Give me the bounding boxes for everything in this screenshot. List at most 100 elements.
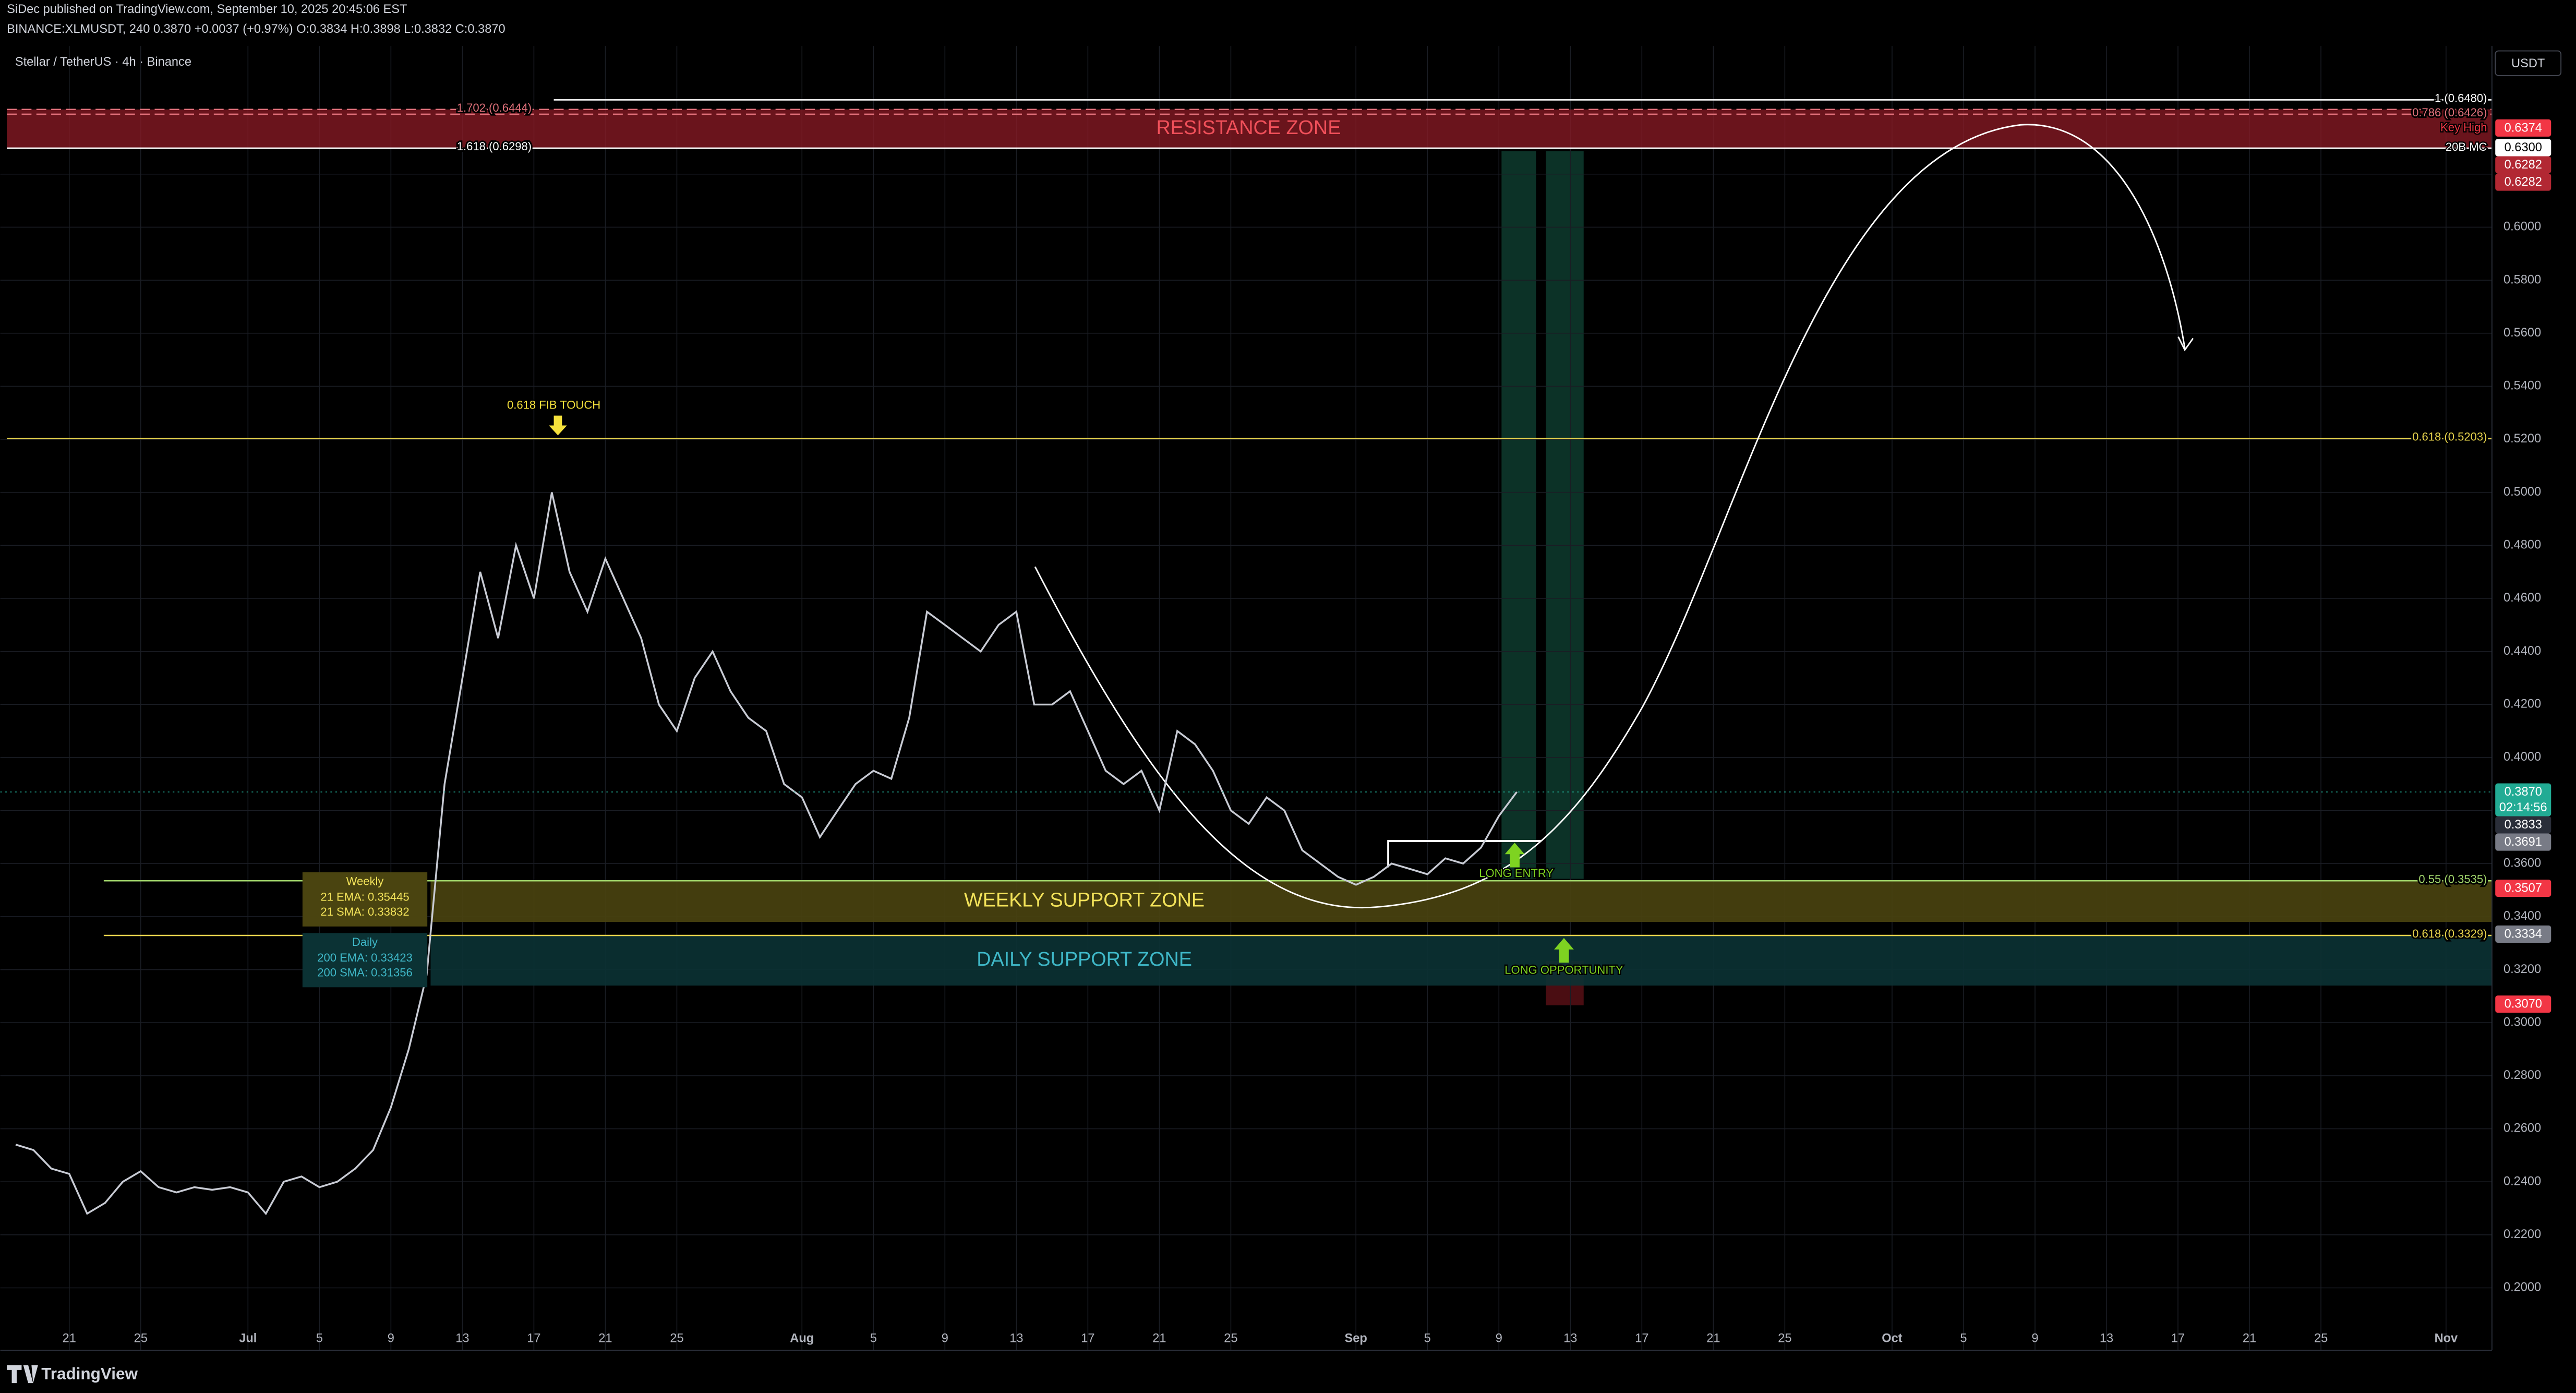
price-tag bbox=[2495, 879, 2551, 897]
legend: Stellar / TetherUS · 4h · Binance bbox=[15, 55, 191, 69]
indicator-box bbox=[302, 872, 428, 927]
price-line bbox=[15, 492, 1518, 1216]
x-tick-label: 17 bbox=[1635, 1331, 1648, 1345]
currency[interactable]: USDT bbox=[2511, 57, 2545, 70]
annotation: 20B MC bbox=[2446, 140, 2487, 153]
y-tick-label: 0.4200 bbox=[2503, 698, 2541, 711]
x-tick-label: 5 bbox=[870, 1331, 877, 1345]
fib-label: 0.786 (0.6426) bbox=[2412, 106, 2487, 119]
price-tag-label: 0.3507 bbox=[2505, 882, 2542, 895]
zone bbox=[430, 881, 2492, 922]
x-tick-label: Aug bbox=[790, 1331, 814, 1345]
x-tick-label: 5 bbox=[1960, 1331, 1967, 1345]
highlight-band bbox=[1546, 151, 1584, 879]
price-tag bbox=[2495, 925, 2551, 943]
y-tick-label: 0.2400 bbox=[2503, 1174, 2541, 1188]
x-tick-label: 9 bbox=[1496, 1331, 1502, 1345]
price-tag bbox=[2495, 816, 2551, 834]
price-tag-label: 0.6300 bbox=[2505, 141, 2542, 154]
y-tick-label: 0.4000 bbox=[2503, 750, 2541, 764]
price-tag-label: 0.6282 bbox=[2505, 158, 2542, 172]
y-tick-label: 0.5600 bbox=[2503, 326, 2541, 340]
y-tick-label: 0.4800 bbox=[2503, 538, 2541, 552]
indicator-value: 200 SMA: 0.31356 bbox=[317, 966, 413, 979]
annotation: Key High bbox=[2440, 121, 2487, 134]
fib-label: 1 (0.6480) bbox=[2435, 92, 2487, 105]
plot-area bbox=[0, 46, 2492, 1351]
x-tick-label: 25 bbox=[1224, 1331, 1237, 1345]
y-tick-label: 0.4600 bbox=[2503, 591, 2541, 605]
price-tag bbox=[2495, 833, 2551, 851]
currency-button[interactable] bbox=[2495, 50, 2562, 76]
price-tag bbox=[2495, 995, 2551, 1013]
y-tick-label: 0.6000 bbox=[2503, 220, 2541, 234]
y-tick-label: 0.3600 bbox=[2503, 856, 2541, 870]
x-tick-label: 17 bbox=[527, 1331, 540, 1345]
x-tick-label: Oct bbox=[1882, 1331, 1902, 1345]
indicator-box bbox=[302, 933, 428, 988]
x-tick-label: 25 bbox=[134, 1331, 148, 1345]
projection-arrow bbox=[2177, 336, 2194, 352]
x-tick-label: Nov bbox=[2435, 1331, 2458, 1345]
x-tick-label: 21 bbox=[1706, 1331, 1720, 1345]
x-tick-label: 13 bbox=[2100, 1331, 2113, 1345]
x-tick-label: 21 bbox=[598, 1331, 612, 1345]
y-tick-label: 0.2200 bbox=[2503, 1228, 2541, 1241]
indicator-title: Daily bbox=[352, 935, 378, 948]
brand: TradingView bbox=[7, 1365, 138, 1384]
price-tag-label: 0.3334 bbox=[2505, 927, 2542, 941]
projection-curve bbox=[1034, 124, 2186, 908]
brand-name: TradingView bbox=[41, 1365, 138, 1383]
y-tick-label: 0.3000 bbox=[2503, 1015, 2541, 1029]
x-tick-label: 21 bbox=[1152, 1331, 1166, 1345]
y-tick-label: 0.3200 bbox=[2503, 963, 2541, 976]
x-tick-label: 13 bbox=[455, 1331, 469, 1345]
ticker-line: BINANCE:XLMUSDT, 240 0.3870 +0.0037 (+0.… bbox=[7, 22, 505, 36]
annotation: LONG OPPORTUNITY bbox=[1504, 964, 1623, 977]
fib-label: 0.618 (0.3329) bbox=[2412, 927, 2487, 940]
y-tick-label: 0.5200 bbox=[2503, 432, 2541, 446]
x-tick-label: 9 bbox=[942, 1331, 948, 1345]
fib-label: 1.618 (0.6298) bbox=[457, 140, 532, 153]
zone-label: WEEKLY SUPPORT ZONE bbox=[964, 890, 1205, 911]
price-tag-countdown: 02:14:56 bbox=[2499, 801, 2547, 814]
price-tag-label: 0.3870 bbox=[2505, 785, 2542, 799]
x-tick-label: 25 bbox=[2314, 1331, 2328, 1345]
indicator-value: 21 EMA: 0.35445 bbox=[320, 891, 409, 904]
highlight-band bbox=[1501, 151, 1536, 879]
publisher: SiDec published on TradingView.com, Sept… bbox=[7, 3, 407, 16]
y-tick-label: 0.5800 bbox=[2503, 273, 2541, 286]
x-tick-label: 9 bbox=[388, 1331, 394, 1345]
x-tick-label: Jul bbox=[239, 1331, 257, 1345]
indicator-title: Weekly bbox=[346, 875, 384, 888]
annotation: 0.618 FIB TOUCH bbox=[507, 399, 600, 412]
price-tag bbox=[2495, 156, 2551, 174]
x-tick-label: 13 bbox=[1563, 1331, 1577, 1345]
x-tick-label: 5 bbox=[1424, 1331, 1431, 1345]
x-tick-label: 17 bbox=[1081, 1331, 1094, 1345]
zone-label: RESISTANCE ZONE bbox=[1156, 117, 1341, 139]
zone bbox=[430, 935, 2492, 986]
x-tick-label: 21 bbox=[2243, 1331, 2256, 1345]
y-tick-label: 0.5000 bbox=[2503, 485, 2541, 499]
y-tick-label: 0.5400 bbox=[2503, 379, 2541, 393]
price-tag-label: 0.6374 bbox=[2505, 121, 2542, 135]
y-tick-label: 0.3400 bbox=[2503, 909, 2541, 923]
x-tick-label: 25 bbox=[1778, 1331, 1791, 1345]
indicator-value: 21 SMA: 0.33832 bbox=[320, 905, 409, 918]
x-tick-label: 17 bbox=[2171, 1331, 2185, 1345]
price-tag bbox=[2495, 783, 2551, 816]
x-tick-label: 21 bbox=[63, 1331, 76, 1345]
brand-logo bbox=[7, 1365, 38, 1384]
x-tick-label: Sep bbox=[1345, 1331, 1367, 1345]
price-tag-label: 0.3691 bbox=[2505, 835, 2542, 849]
opportunity-arrow bbox=[1554, 938, 1574, 963]
x-tick-label: 9 bbox=[2031, 1331, 2038, 1345]
fib-label: 1.702 (0.6444) bbox=[457, 101, 532, 114]
fib-label: 0.55 (0.3535) bbox=[2418, 873, 2487, 886]
entry-arrow bbox=[1504, 843, 1525, 868]
price-tag bbox=[2495, 173, 2551, 191]
breakout-box bbox=[1387, 840, 1541, 868]
